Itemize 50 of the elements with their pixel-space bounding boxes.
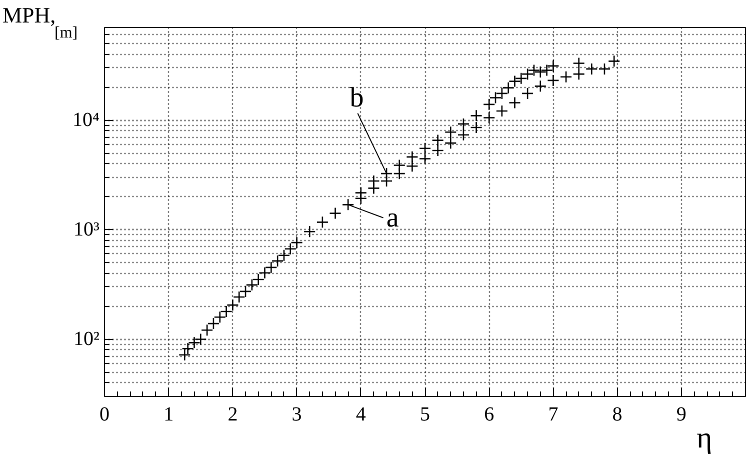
point — [316, 216, 329, 228]
x-tick-label: 5 — [420, 404, 430, 426]
point — [534, 66, 547, 78]
point — [418, 152, 432, 165]
point — [572, 68, 585, 80]
point — [432, 134, 444, 146]
point — [444, 136, 457, 150]
x-tick-label: 2 — [228, 404, 238, 426]
y-tick-label: 10³ — [74, 218, 100, 241]
point — [608, 55, 620, 68]
point — [380, 167, 393, 180]
point — [586, 62, 598, 76]
point — [560, 70, 572, 84]
point — [496, 104, 508, 118]
point — [534, 80, 547, 92]
point — [457, 118, 470, 130]
point — [470, 110, 482, 122]
point — [368, 174, 380, 188]
point — [342, 198, 354, 211]
x-tick-label: 7 — [548, 404, 558, 426]
y-tick-label: 10⁴ — [72, 109, 100, 132]
x-tick-label: 0 — [100, 404, 110, 426]
point — [406, 150, 418, 164]
point — [444, 126, 457, 138]
point — [482, 112, 496, 124]
point — [508, 96, 521, 109]
x-tick-label: 9 — [676, 404, 686, 426]
text: b — [350, 82, 364, 114]
point — [418, 142, 432, 155]
point — [547, 74, 560, 87]
point — [354, 186, 368, 199]
point — [572, 57, 585, 70]
x-tick-label: 4 — [356, 404, 366, 426]
point — [598, 62, 611, 76]
x-tick-label: 3 — [292, 404, 302, 426]
x-tick-label: 1 — [164, 404, 174, 426]
legend-label: a — [386, 202, 400, 234]
x-axis-title: η — [696, 422, 712, 454]
point — [303, 225, 316, 238]
x-tick-label: 6 — [484, 404, 494, 426]
y-tick-label: 10² — [74, 328, 100, 350]
point — [329, 207, 342, 220]
point — [432, 144, 444, 157]
x-tick-label: 8 — [612, 404, 622, 426]
point — [406, 160, 418, 172]
point — [521, 87, 534, 100]
text: MPH, [m] — [2, 2, 78, 42]
point — [457, 128, 470, 142]
point — [393, 159, 406, 172]
point — [470, 121, 482, 134]
